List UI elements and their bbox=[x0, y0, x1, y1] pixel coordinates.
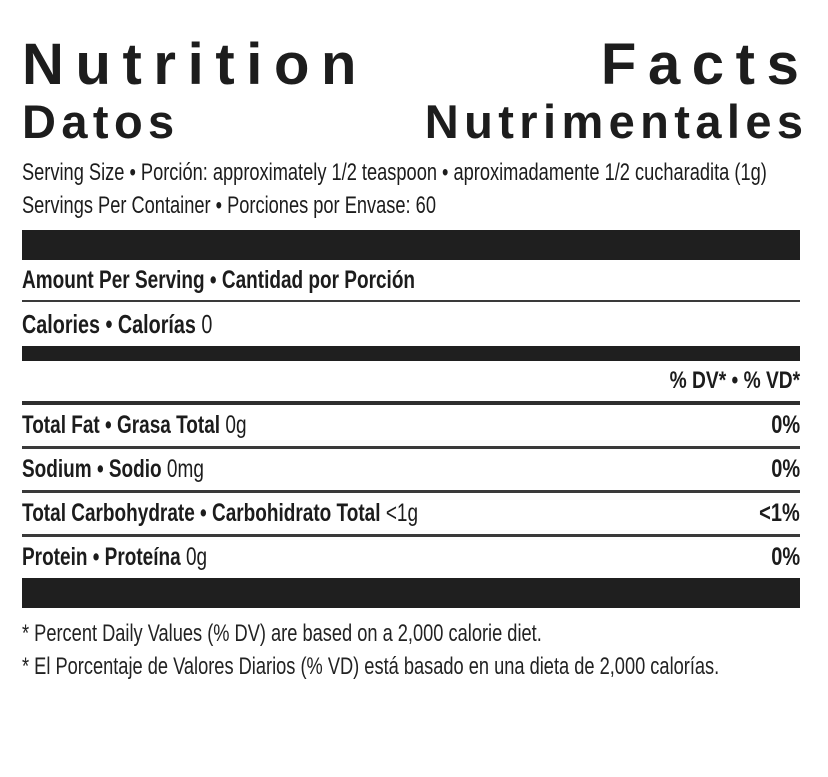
nutrient-row-sodium: Sodium • Sodio 0mg 0% bbox=[22, 449, 800, 490]
title-spanish: Datos Nutrimentales bbox=[22, 95, 803, 148]
daily-value-header: % DV* • % VD* bbox=[22, 361, 801, 401]
title-word-nutrition: Nutrition bbox=[22, 32, 369, 97]
nutrient-row-total-carbohydrate: Total Carbohydrate • Carbohidrato Total … bbox=[22, 493, 800, 534]
calories-value: 0 bbox=[201, 309, 213, 339]
calories-label: Calories • Calorías bbox=[22, 309, 196, 339]
rule-under-dv-header bbox=[22, 401, 800, 405]
row-separator bbox=[22, 490, 800, 493]
footnote-english: * Percent Daily Values (% DV) are based … bbox=[22, 617, 800, 650]
title-english: Nutrition Facts bbox=[22, 34, 800, 96]
nutrient-row-total-fat: Total Fat • Grasa Total 0g 0% bbox=[22, 405, 800, 446]
nutrient-dv: 0% bbox=[771, 455, 800, 483]
serving-info: Serving Size • Porción: approximately 1/… bbox=[22, 156, 800, 222]
footnote-spanish: * El Porcentaje de Valores Diarios (% VD… bbox=[22, 650, 800, 683]
nutrient-name: Total Carbohydrate • Carbohidrato Total bbox=[22, 499, 381, 527]
nutrient-amount: 0g bbox=[185, 543, 208, 571]
title-word-facts: Facts bbox=[600, 32, 811, 97]
calories-row: Calories • Calorías 0 bbox=[22, 302, 800, 346]
nutrient-dv: 0% bbox=[771, 543, 800, 571]
title-word-datos: Datos bbox=[22, 95, 180, 148]
daily-value-header-text: % DV* • % VD* bbox=[669, 367, 801, 394]
serving-size-text: Serving Size • Porción: approximately 1/… bbox=[22, 159, 767, 186]
servings-per-container-text: Servings Per Container • Porciones por E… bbox=[22, 192, 436, 219]
footnotes: * Percent Daily Values (% DV) are based … bbox=[22, 617, 800, 683]
nutrient-dv: <1% bbox=[759, 499, 800, 527]
nutrient-name: Total Fat • Grasa Total bbox=[22, 411, 221, 439]
nutrition-facts-label: Nutrition Facts Datos Nutrimentales Serv… bbox=[22, 34, 803, 683]
row-separator bbox=[22, 534, 800, 537]
footnote-english-text: * Percent Daily Values (% DV) are based … bbox=[22, 620, 542, 647]
rule-under-amount bbox=[22, 300, 800, 302]
nutrient-amount: <1g bbox=[385, 499, 419, 527]
row-separator bbox=[22, 446, 800, 449]
servings-per-container-line: Servings Per Container • Porciones por E… bbox=[22, 189, 800, 222]
nutrient-row-protein: Protein • Proteína 0g 0% bbox=[22, 537, 800, 578]
footnote-spanish-text: * El Porcentaje de Valores Diarios (% VD… bbox=[22, 653, 720, 680]
separator-bar-calories bbox=[22, 346, 800, 361]
nutrient-amount: 0mg bbox=[166, 455, 204, 483]
nutrient-dv: 0% bbox=[771, 411, 800, 439]
separator-bar-top bbox=[22, 230, 800, 260]
separator-bar-bottom bbox=[22, 578, 800, 608]
serving-size-line: Serving Size • Porción: approximately 1/… bbox=[22, 156, 800, 189]
title-word-nutrimentales: Nutrimentales bbox=[424, 95, 809, 148]
amount-per-serving-heading: Amount Per Serving • Cantidad por Porció… bbox=[22, 260, 800, 300]
amount-per-serving-text: Amount Per Serving • Cantidad por Porció… bbox=[22, 266, 416, 294]
nutrient-name: Sodium • Sodio bbox=[22, 455, 162, 483]
nutrient-name: Protein • Proteína bbox=[22, 543, 181, 571]
nutrient-amount: 0g bbox=[225, 411, 247, 439]
